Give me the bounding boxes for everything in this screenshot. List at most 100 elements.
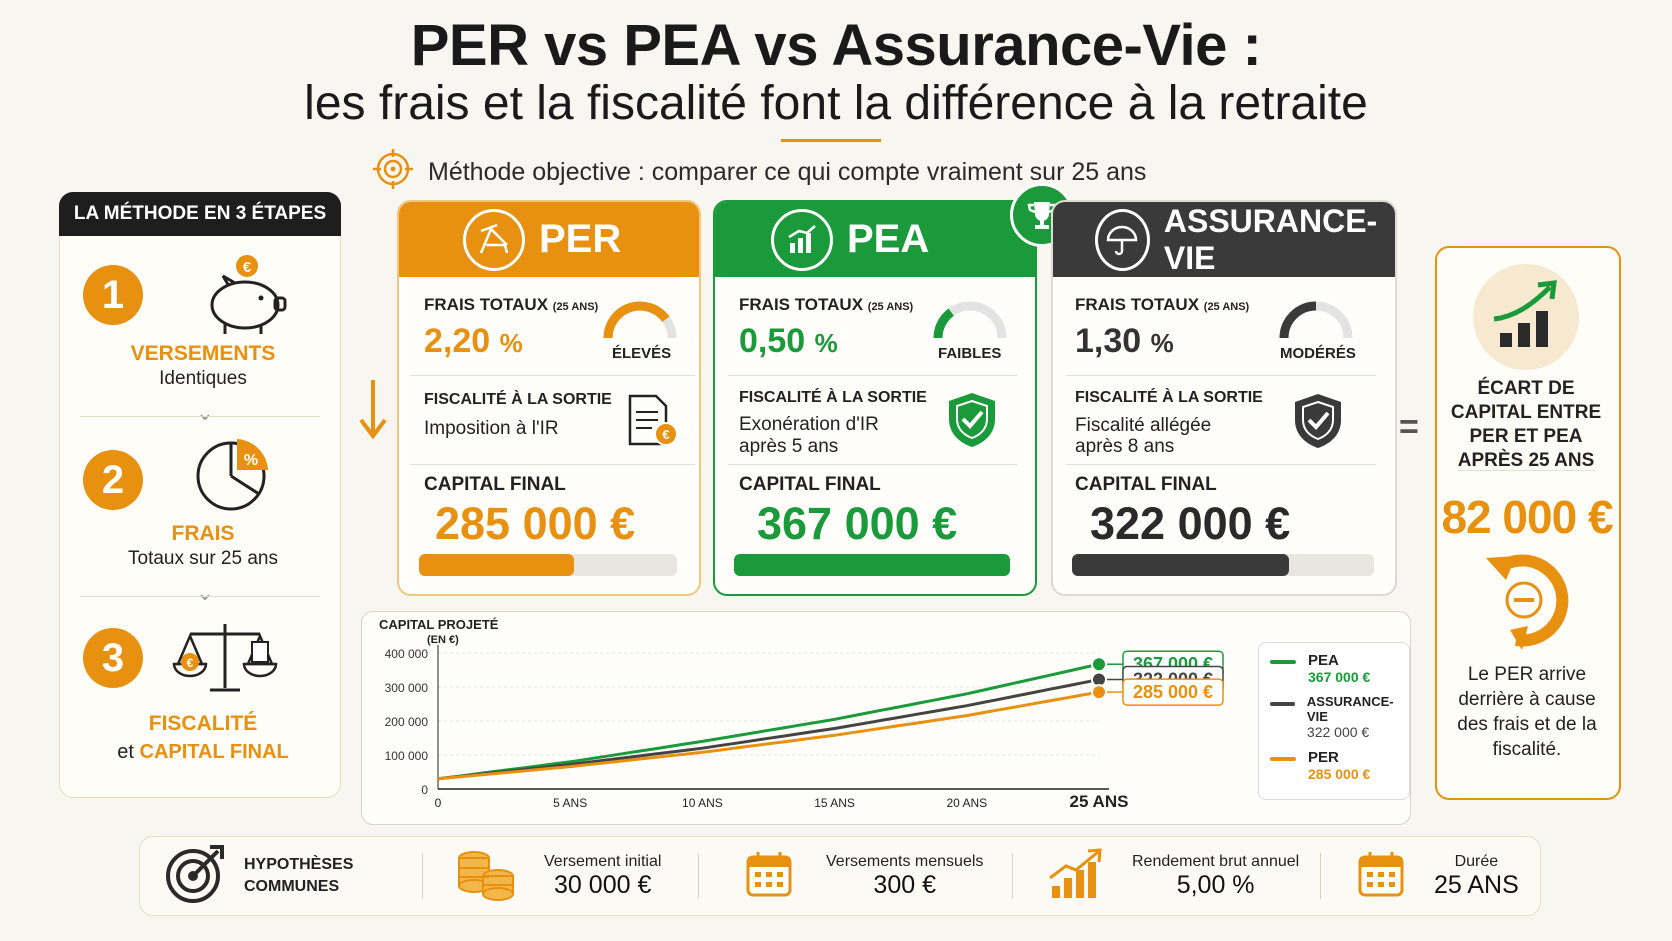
step-3-number: 3 bbox=[83, 628, 143, 688]
beach-chair-icon bbox=[463, 208, 525, 271]
pea-fees-unit: % bbox=[814, 328, 838, 358]
pea-fees-gauge bbox=[933, 301, 1007, 339]
svg-text:€: € bbox=[243, 259, 252, 276]
hypotheses-bar: HYPOTHÈSES COMMUNES Versement initial 30… bbox=[139, 836, 1541, 916]
step-2-sub: Totaux sur 25 ans bbox=[128, 548, 278, 569]
per-fees-gauge bbox=[603, 301, 677, 339]
pea-fees-level: FAIBLES bbox=[938, 345, 1002, 362]
arrow-down-icon bbox=[357, 378, 389, 445]
step-3-sub: et CAPITAL FINAL bbox=[68, 741, 338, 764]
umbrella-icon bbox=[1095, 208, 1150, 271]
pie-chart-icon: % bbox=[193, 434, 273, 519]
step-3-sub-prefix: et bbox=[117, 741, 134, 763]
av-capital-bar bbox=[1072, 554, 1374, 576]
calendar-icon bbox=[744, 849, 794, 904]
equals-sign: = bbox=[1399, 408, 1419, 446]
pea-divider bbox=[728, 464, 1018, 465]
document-euro-icon: € bbox=[626, 392, 682, 455]
pea-divider bbox=[728, 375, 1018, 376]
svg-text:€: € bbox=[662, 427, 669, 442]
per-fees-period: (25 ANS) bbox=[552, 301, 599, 313]
x-tick-label: 10 ANS bbox=[682, 796, 723, 810]
av-fees-label-text: FRAIS TOTAUX bbox=[1075, 295, 1200, 314]
pea-capital-bar bbox=[734, 554, 1010, 576]
av-divider bbox=[1066, 464, 1376, 465]
x-tick-label: 25 ANS bbox=[1070, 792, 1129, 811]
pea-fees-period: (25 ANS) bbox=[867, 301, 914, 313]
pea-fees-label: FRAIS TOTAUX (25 ANS) bbox=[739, 295, 913, 315]
card-pea-title: PEA bbox=[847, 217, 930, 261]
step-1-number: 1 bbox=[83, 265, 143, 325]
series-end-point bbox=[1091, 684, 1107, 701]
card-per-title: PER bbox=[539, 217, 622, 261]
legend-list: PEA 367 000 € ASSURANCE-VIE 322 000 € PER 285… bbox=[1270, 652, 1410, 791]
y-tick-label: 400 000 bbox=[385, 647, 429, 661]
pea-tax-value-2: après 5 ans bbox=[739, 436, 839, 457]
per-capital-label: CAPITAL FINAL bbox=[424, 474, 566, 495]
x-tick-label: 15 ANS bbox=[814, 796, 855, 810]
hyp-duration: Durée 25 ANS bbox=[1356, 837, 1519, 915]
av-fees-level: MODÉRÉS bbox=[1280, 345, 1356, 362]
y-tick-label: 200 000 bbox=[385, 715, 429, 729]
y-tick-label: 300 000 bbox=[385, 681, 429, 695]
pea-capital-label: CAPITAL FINAL bbox=[739, 474, 881, 495]
pea-capital-bar-fill bbox=[734, 554, 1010, 576]
method-text: Méthode objective : comparer ce qui comp… bbox=[428, 158, 1147, 186]
hyp-yield-label: Rendement brut annuel bbox=[1132, 852, 1300, 870]
av-capital-bar-fill bbox=[1072, 554, 1290, 576]
pea-fees-label-text: FRAIS TOTAUX bbox=[739, 295, 864, 314]
legend-swatch bbox=[1270, 702, 1295, 706]
av-capital-label: CAPITAL FINAL bbox=[1075, 474, 1217, 495]
step-3-sub-emphasis: CAPITAL FINAL bbox=[139, 741, 289, 763]
legend-text: PER 285 000 € bbox=[1308, 749, 1370, 782]
hyp-divider bbox=[1320, 853, 1321, 899]
growth-chart-icon bbox=[1048, 847, 1104, 905]
x-tick-label: 0 bbox=[435, 796, 442, 810]
series-end-label: 285 000 € bbox=[1133, 682, 1213, 702]
card-per-header: PER bbox=[399, 202, 699, 277]
y-tick-label: 100 000 bbox=[385, 749, 429, 763]
av-fees-label: FRAIS TOTAUX (25 ANS) bbox=[1075, 295, 1249, 315]
per-divider bbox=[410, 464, 695, 465]
hyp-divider bbox=[698, 853, 699, 899]
hyp-yield: Rendement brut annuel 5,00 % bbox=[1048, 837, 1299, 915]
per-tax-value: Imposition à l'IR bbox=[424, 418, 559, 439]
legend-name: ASSURANCE-VIE bbox=[1306, 694, 1394, 724]
hyp-monthly-value: 300 € bbox=[873, 870, 936, 899]
legend-item: PEA 367 000 € bbox=[1270, 652, 1410, 685]
gap-divider bbox=[1458, 470, 1596, 471]
legend-text: PEA 367 000 € bbox=[1308, 652, 1370, 685]
pea-tax-value-1: Exonération d'IR bbox=[739, 414, 879, 435]
per-divider bbox=[410, 375, 695, 376]
per-fees-label: FRAIS TOTAUX (25 ANS) bbox=[424, 295, 598, 315]
page-title: PER vs PEA vs Assurance-Vie : bbox=[410, 13, 1262, 78]
hyp-initial: Versement initial 30 000 € bbox=[456, 837, 661, 915]
per-capital-value: 285 000 € bbox=[435, 498, 636, 549]
av-tax-value-2: après 8 ans bbox=[1075, 436, 1175, 457]
shield-check-icon bbox=[944, 390, 1000, 455]
per-fees-value: 2,20 % bbox=[424, 322, 523, 361]
legend-value: 285 000 € bbox=[1308, 766, 1371, 782]
y-tick-label: 0 bbox=[421, 783, 428, 797]
legend-item: ASSURANCE-VIE 322 000 € bbox=[1270, 694, 1410, 740]
per-capital-bar-fill bbox=[419, 554, 574, 576]
step-3-title: FISCALITÉ bbox=[148, 712, 258, 735]
minus-cycle-icon bbox=[1476, 550, 1572, 659]
card-assurance-vie: ASSURANCE-VIE bbox=[1051, 200, 1397, 596]
gap-note: Le PER arrive derrière à cause des frais… bbox=[1457, 664, 1597, 760]
per-capital-bar bbox=[419, 554, 677, 576]
per-fees-number: 2,20 bbox=[424, 322, 491, 360]
shield-check-icon bbox=[1290, 391, 1346, 456]
av-tax-value-1: Fiscalité allégée bbox=[1075, 415, 1212, 436]
step-2-number: 2 bbox=[83, 450, 143, 510]
av-fees-number: 1,30 bbox=[1075, 322, 1142, 360]
x-tick-label: 5 ANS bbox=[553, 796, 587, 810]
pea-capital-value: 367 000 € bbox=[757, 498, 958, 549]
capital-line-chart: 0 100 000 200 000 300 000 400 000 0 5 ANS 10 AN… bbox=[385, 645, 1224, 811]
legend-value: 367 000 € bbox=[1308, 669, 1371, 685]
series-end-point bbox=[1091, 656, 1107, 673]
hyp-divider bbox=[422, 853, 423, 899]
hyp-duration-value: 25 ANS bbox=[1434, 870, 1519, 899]
hyp-monthly: Versements mensuels 300 € bbox=[744, 837, 983, 915]
legend-item: PER 285 000 € bbox=[1270, 749, 1410, 782]
